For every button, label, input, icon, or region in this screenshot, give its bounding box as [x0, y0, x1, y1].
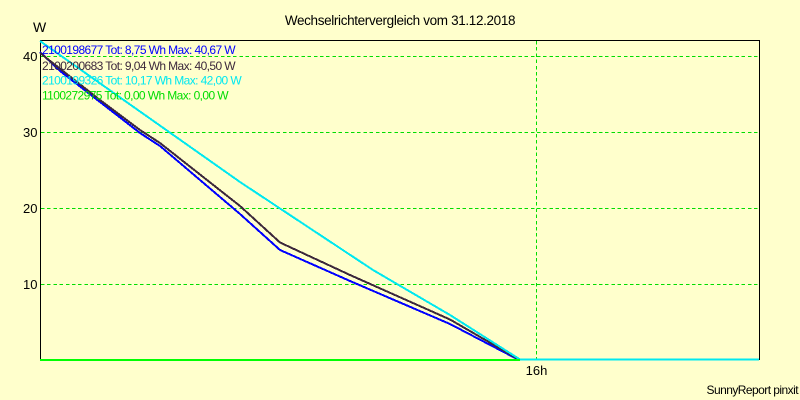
svg-text:30: 30: [23, 125, 37, 140]
svg-text:2100199326 Tot: 10,17 Wh Max:: 2100199326 Tot: 10,17 Wh Max: 42,00 W: [42, 74, 242, 88]
svg-text:SunnyReport pinxit: SunnyReport pinxit: [707, 383, 800, 397]
svg-text:16h: 16h: [526, 363, 548, 378]
svg-text:Wechselrichtervergleich vom 31: Wechselrichtervergleich vom 31.12.2018: [285, 13, 515, 28]
svg-text:2100200683 Tot: 9,04 Wh Max: 4: 2100200683 Tot: 9,04 Wh Max: 40,50 W: [42, 59, 236, 73]
svg-text:10: 10: [23, 277, 37, 292]
svg-text:20: 20: [23, 201, 37, 216]
svg-text:W: W: [33, 19, 47, 35]
svg-text:1100272975 Tot: 0,00 Wh Max: 0: 1100272975 Tot: 0,00 Wh Max: 0,00 W: [42, 89, 229, 103]
svg-text:2100198677 Tot: 8,75 Wh Max: 4: 2100198677 Tot: 8,75 Wh Max: 40,67 W: [42, 43, 236, 57]
svg-text:40: 40: [23, 49, 37, 64]
